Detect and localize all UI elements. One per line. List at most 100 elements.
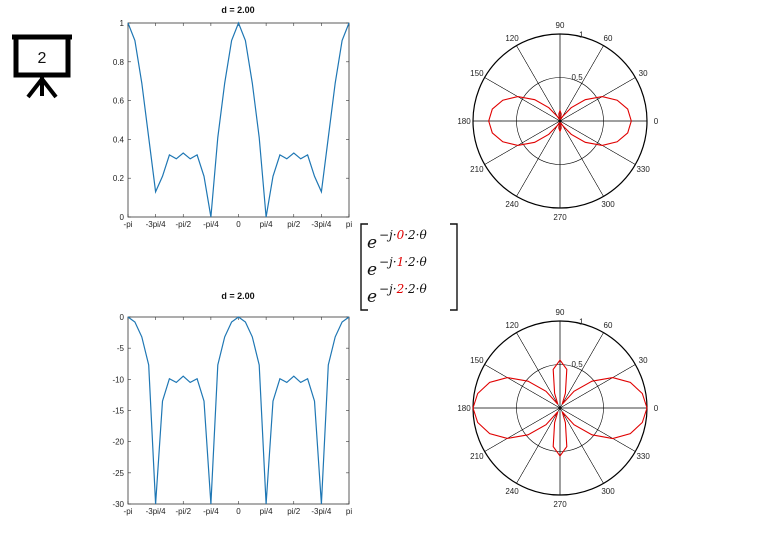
angle-label: 240 — [505, 200, 519, 209]
angle-label: 120 — [505, 321, 519, 330]
y-tick-label: -20 — [112, 438, 124, 447]
angle-label: 240 — [505, 487, 519, 496]
angle-label: 330 — [636, 452, 650, 461]
exponent: −j·2·2·θ — [379, 282, 427, 296]
exponent-base: e — [367, 287, 377, 307]
x-tick-label: -3pi/4 — [146, 220, 167, 229]
x-tick-labels: -pi -3pi/4 -pi/2 -pi/4 0 pi/4 pi/2 -3pi/4 pi — [124, 507, 353, 516]
radial-label: 1 — [579, 317, 584, 326]
angle-label: 60 — [604, 321, 613, 330]
y-tick-label: 0.6 — [113, 97, 125, 106]
polar-grid — [472, 33, 648, 209]
y-tick-label: 0.8 — [113, 58, 125, 67]
radial-label: 0.5 — [572, 360, 584, 369]
x-tick-label: pi/4 — [260, 507, 273, 516]
angle-label: 210 — [470, 452, 484, 461]
angle-label: 270 — [553, 213, 567, 222]
linear-pattern-chart: d = 2.00 -pi -3pi/4 -pi/2 -pi/4 0 pi/4 pi/2 -3p… — [113, 5, 352, 229]
y-tick-label: 1 — [120, 19, 125, 28]
angle-label: 0 — [654, 404, 659, 413]
radial-labels: 0.51 — [572, 30, 585, 82]
slide-number: 2 — [38, 50, 47, 67]
angle-labels: 0 30 60 90 120 150 180 210 240 270 300 330 — [457, 308, 658, 509]
angle-label: 0 — [654, 117, 659, 126]
element-index: 2 — [396, 282, 405, 296]
presentation-board-icon: 2 — [12, 34, 72, 99]
radial-label: 0.5 — [572, 73, 584, 82]
angle-labels: 0 30 60 90 120 150 180 210 240 270 300 330 — [457, 21, 658, 222]
angle-label: 210 — [470, 165, 484, 174]
angle-label: 270 — [553, 500, 567, 509]
exponent-base: e — [367, 260, 377, 280]
y-tick-label: -25 — [112, 469, 124, 478]
exponent: −j·1·2·θ — [379, 255, 427, 269]
x-tick-label: pi/2 — [287, 507, 300, 516]
angle-label: 150 — [470, 356, 484, 365]
radial-labels: 0.51 — [572, 317, 585, 369]
y-tick-labels: 0 0.2 0.4 0.6 0.8 1 — [113, 19, 125, 222]
y-tick-label: -10 — [112, 375, 124, 384]
y-tick-label: 0.2 — [113, 174, 125, 183]
angle-label: 90 — [556, 21, 565, 30]
polar-grid — [472, 320, 648, 496]
plot-frame — [127, 22, 350, 218]
y-tick-label: 0.4 — [113, 135, 125, 144]
x-tick-label: -3pi/4 — [311, 507, 332, 516]
y-tick-label: -15 — [112, 407, 124, 416]
left-bracket — [360, 223, 368, 311]
matrix-row-2: e −j·2·2·θ — [367, 282, 427, 307]
angle-label: 180 — [457, 117, 471, 126]
angle-label: 90 — [556, 308, 565, 317]
y-tick-label: -5 — [117, 344, 125, 353]
x-tick-label: -3pi/4 — [311, 220, 332, 229]
y-tick-labels: 0 -5 -10 -15 -20 -25 -30 — [112, 313, 124, 509]
matrix-row-1: e −j·1·2·θ — [367, 255, 427, 280]
pattern-curve — [488, 96, 632, 146]
element-index: 0 — [397, 228, 405, 242]
x-tick-label: -pi — [124, 220, 133, 229]
angle-label: 330 — [636, 165, 650, 174]
matrix-row-0: e −j·0·2·θ — [367, 228, 427, 253]
chart-title: d = 2.00 — [221, 291, 254, 301]
angle-label: 120 — [505, 34, 519, 43]
x-tick-label: -pi — [124, 507, 133, 516]
steering-vector-matrix: e −j·0·2·θ e −j·1·2·θ e −j·2·2·θ — [360, 223, 458, 311]
data-points — [128, 317, 349, 504]
x-tick-label: -pi/4 — [203, 220, 219, 229]
right-bracket — [450, 223, 458, 311]
tick-marks — [127, 22, 350, 218]
db-pattern-chart: d = 2.00 -pi -3pi/4 -pi/2 -pi/4 0 pi/4 pi/2 -3p… — [112, 291, 352, 516]
radial-label: 1 — [579, 30, 584, 39]
x-tick-label: pi/2 — [287, 220, 300, 229]
exponent: −j·0·2·θ — [379, 228, 427, 242]
series-line — [127, 21, 350, 218]
y-tick-label: -30 — [112, 500, 124, 509]
exponent-base: e — [367, 233, 377, 253]
angle-label: 150 — [470, 69, 484, 78]
plot-frame — [127, 316, 350, 505]
series-line — [127, 316, 350, 505]
pattern-curve — [472, 359, 648, 457]
data-points — [128, 23, 349, 217]
x-tick-label: -pi/4 — [203, 507, 219, 516]
element-index: 1 — [397, 255, 405, 269]
angle-label: 30 — [639, 356, 648, 365]
angle-label: 30 — [639, 69, 648, 78]
x-tick-label: -pi/2 — [175, 507, 191, 516]
x-tick-label: pi — [346, 507, 352, 516]
y-tick-label: 0 — [120, 213, 125, 222]
angle-label: 300 — [601, 200, 615, 209]
x-tick-label: 0 — [236, 507, 241, 516]
x-tick-label: pi — [346, 220, 352, 229]
chart-title: d = 2.00 — [221, 5, 254, 15]
angle-label: 60 — [604, 34, 613, 43]
angle-label: 300 — [601, 487, 615, 496]
tick-marks — [127, 316, 350, 505]
x-tick-label: pi/4 — [260, 220, 273, 229]
x-tick-label: -pi/2 — [175, 220, 191, 229]
y-tick-label: 0 — [120, 313, 125, 322]
x-tick-labels: -pi -3pi/4 -pi/2 -pi/4 0 pi/4 pi/2 -3pi/4 pi — [124, 220, 353, 229]
